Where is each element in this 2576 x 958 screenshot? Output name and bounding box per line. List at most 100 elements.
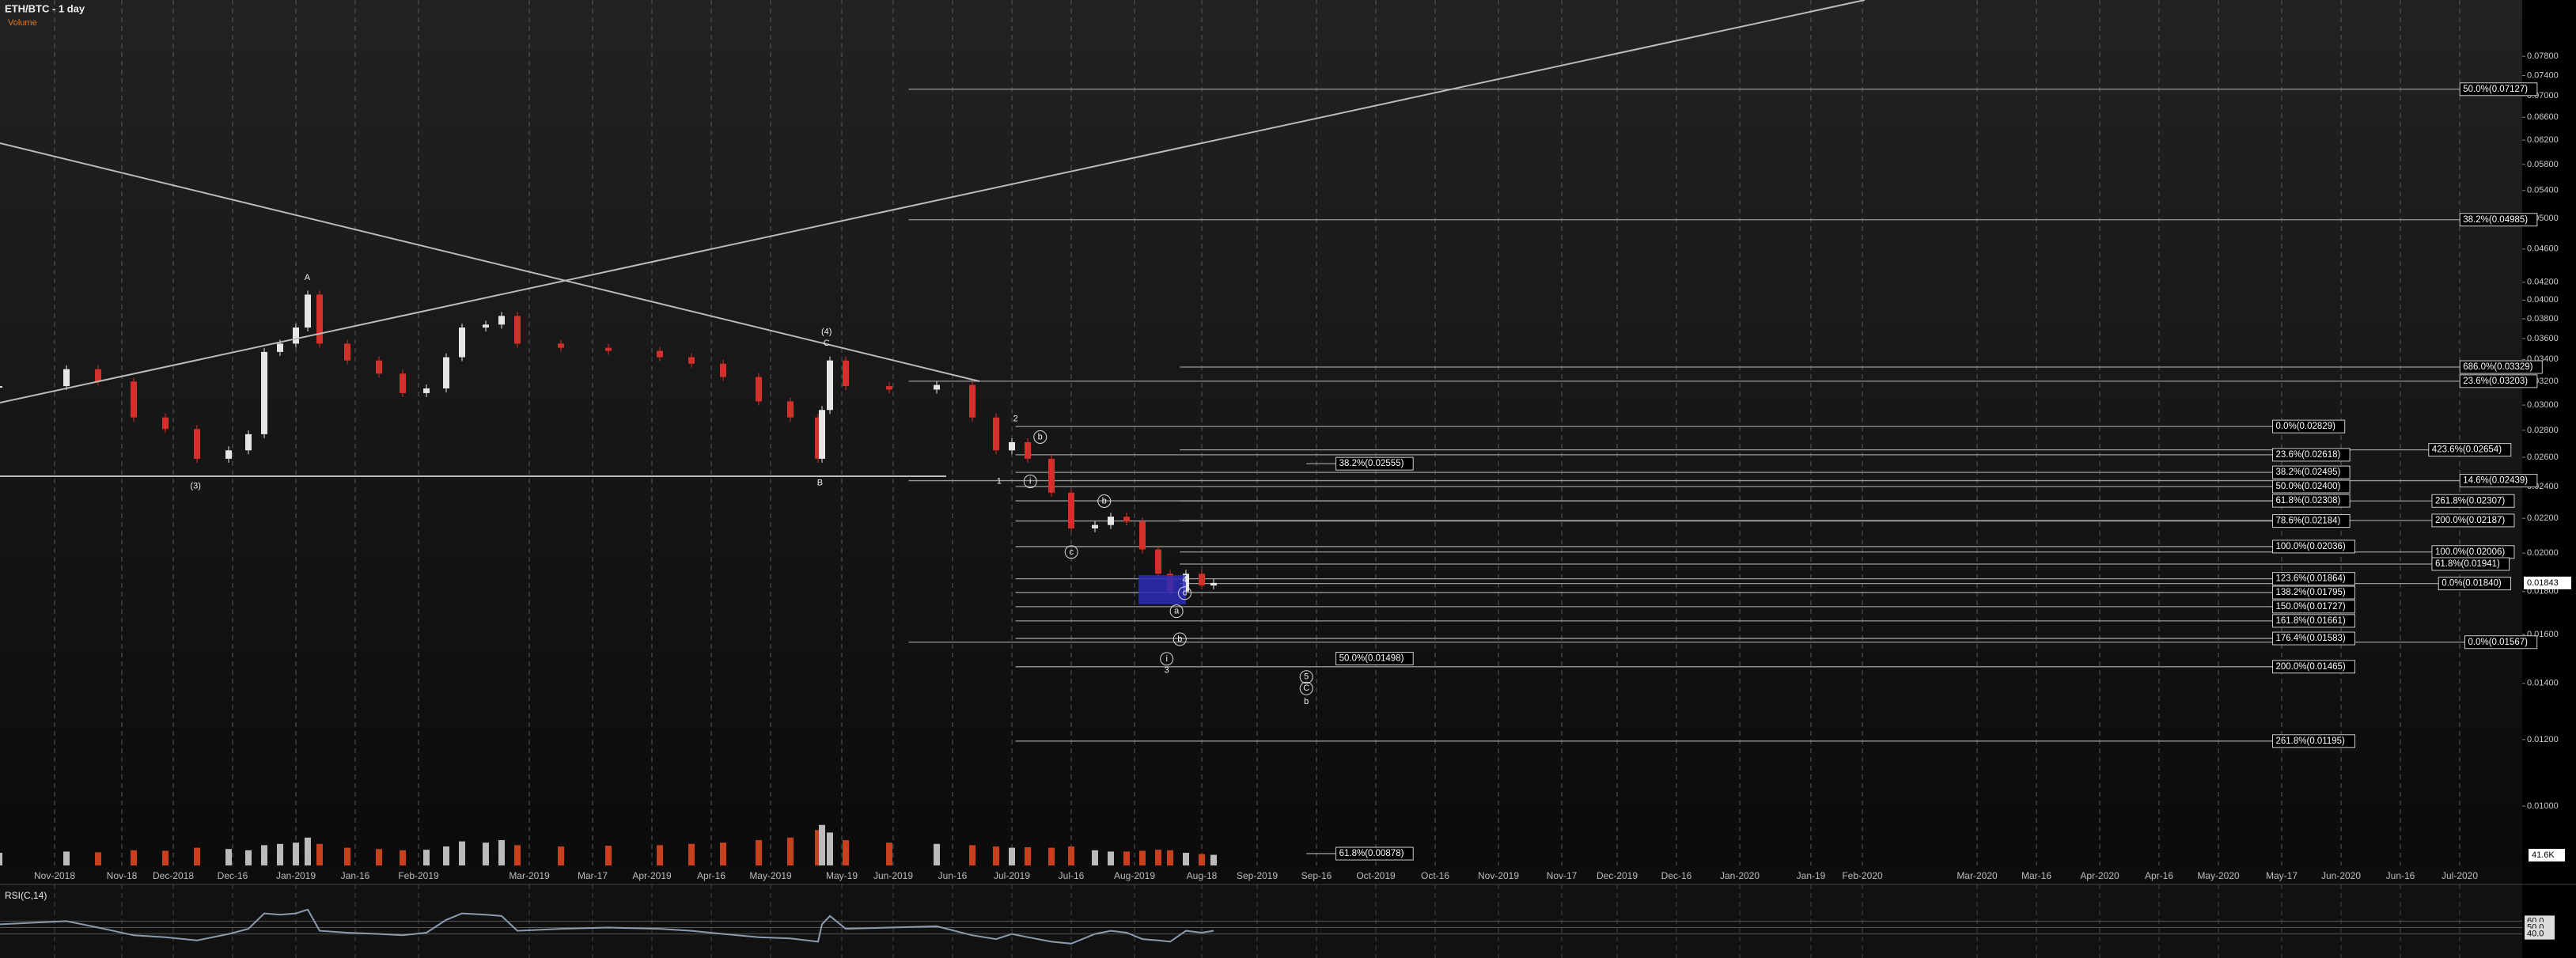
fib-label: 50.0%(0.07127) [2463,85,2528,94]
candle [245,434,252,451]
fib-label: 23.6%(0.02618) [2275,450,2340,460]
candle [688,357,695,364]
y-tick-label: 0.01400 [2527,679,2559,688]
volume-bar [1092,850,1098,865]
x-tick-label: Jul-2020 [2442,870,2478,881]
wave-label: 5 [1304,672,1309,682]
candle [131,381,137,418]
candle [293,328,299,344]
fib-label-box [2271,514,2351,528]
y-tick-label: 0.01200 [2527,735,2559,744]
x-tick-label: Sep-16 [1301,870,1332,881]
trend-line [0,142,980,382]
volume-bar [657,845,663,865]
volume-bar [443,846,449,865]
volume-bar [720,843,726,865]
volume-bar [162,850,169,865]
volume-bar [1068,846,1074,865]
wave-label: a [1174,607,1180,616]
volume-bar [245,850,252,865]
y-tick-label: 0.07400 [2527,70,2559,80]
wave-label: (3) [190,482,200,491]
wave-circle [1023,475,1037,489]
fib-label-box [2271,585,2355,600]
rsi-tick-label: 40.0 [2527,930,2544,939]
x-tick-label: Jul-16 [1059,870,1085,881]
wave-circle [1178,586,1192,600]
wave-label: i [1029,476,1031,486]
x-tick-label: Dec-16 [1661,870,1692,881]
y-tick-label: 0.06200 [2527,135,2559,145]
volume-bar [344,847,350,865]
fib-label: 78.6%(0.02184) [2275,517,2340,526]
candle [1123,517,1130,522]
fib-label-box [2271,614,2355,628]
candle [1108,517,1114,525]
fib-label-box [2431,557,2510,571]
volume-bar [293,843,299,865]
volume-bar [400,850,406,865]
x-tick-label: May-17 [2266,870,2298,881]
wave-label: 4 [1182,575,1187,585]
x-tick-label: Aug-2019 [1114,870,1155,881]
fib-label: 61.8%(0.01941) [2435,559,2500,569]
x-tick-label: Nov-18 [107,870,138,881]
volume-bar [1108,851,1114,865]
x-tick-label: Oct-2019 [1356,870,1396,881]
fib-label-box [1335,846,1414,861]
volume-bar [498,840,505,865]
candle [194,429,200,459]
last-price-box [2524,576,2571,589]
volume-bar [827,832,833,865]
volume-bar [756,840,762,865]
volume-bar [934,843,940,865]
fib-label: 150.0%(0.01727) [2275,602,2345,612]
candle [969,384,975,418]
fib-label: 38.2%(0.02495) [2275,468,2340,477]
fib-label: 176.4%(0.01583) [2275,634,2345,643]
candle [993,417,999,451]
y-tick-label: 0.02200 [2527,513,2559,523]
rsi-tick-box [2525,928,2555,940]
candle [1025,441,1031,459]
y-tick-label: 0.01000 [2527,801,2559,811]
fib-label: 200.0%(0.01465) [2275,662,2345,672]
fib-label: 61.8%(0.02308) [2275,496,2340,506]
x-tick-label: Jun-2020 [2321,870,2361,881]
fib-label-box [2271,572,2355,586]
x-tick-label: Feb-2019 [398,870,439,881]
wave-label: C [1303,683,1309,693]
x-tick-label: Apr-2019 [632,870,672,881]
wave-label: B [817,479,823,488]
candle [261,351,267,434]
volume-bar [1025,846,1031,865]
x-tick-label: Jan-2019 [276,870,316,881]
volume-bar [1048,847,1055,865]
candle [423,388,430,393]
wave-label: A [305,273,311,282]
volume-bar [688,843,695,865]
volume-bar [261,845,267,865]
x-tick-label: Oct-16 [1421,870,1449,881]
volume-bar [316,843,323,865]
volume-bar [1183,853,1189,865]
x-tick-label: Jun-16 [2386,870,2415,881]
x-tick-label: Aug-18 [1187,870,1218,881]
wave-circle [1097,494,1112,508]
wave-label: 2 [1013,415,1018,424]
candle [843,360,849,387]
wave-circle [1033,430,1047,444]
x-tick-label: Jan-19 [1797,870,1826,881]
wave-label: b [1177,634,1182,644]
x-tick-label: May-19 [826,870,858,881]
candle [1199,574,1205,586]
wave-label: i [1165,654,1167,664]
volume-bar [63,851,70,865]
y-tick-label: 0.02800 [2527,426,2559,435]
fib-label-box [2428,443,2512,457]
wave-label: b [1102,496,1107,506]
volume-bar [1167,850,1173,865]
y-tick-label: 0.03000 [2527,400,2559,410]
fib-label: 38.2%(0.02555) [1339,459,1404,468]
fib-label-box [1335,652,1414,666]
